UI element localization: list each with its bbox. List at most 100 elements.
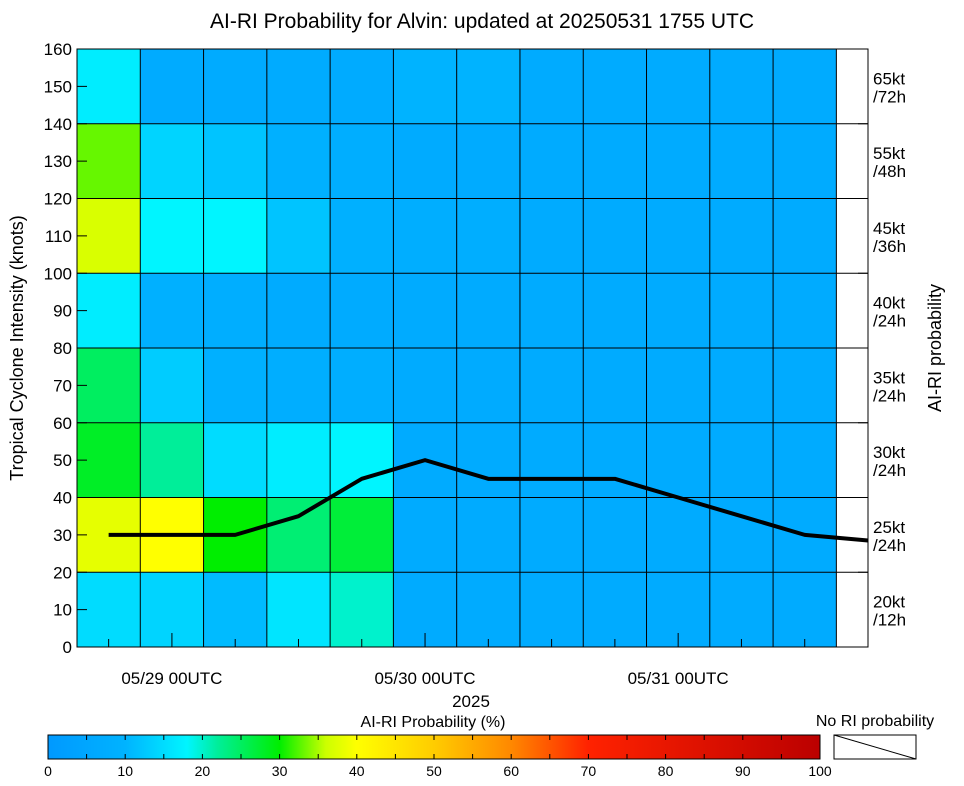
heatmap-cell	[203, 123, 267, 199]
y-tick-label: 60	[53, 414, 72, 433]
ri-threshold-kt: 30kt	[873, 443, 905, 462]
heatmap-cell	[266, 572, 331, 647]
heatmap-cell	[583, 273, 647, 348]
y-tick-label: 50	[53, 451, 72, 470]
y-axis-ticks: 0 10 20 30 40 50 60 70 80 90 100 110 120 130 140 150 160	[44, 40, 87, 657]
heatmap-cell	[393, 49, 457, 124]
heatmap-cell	[266, 49, 331, 124]
heatmap-cell	[583, 572, 647, 647]
ri-threshold-hours: /24h	[873, 312, 906, 331]
heatmap-cell	[330, 49, 394, 124]
ri-threshold-kt: 35kt	[873, 368, 905, 387]
heatmap-cell	[266, 497, 331, 573]
heatmap-cell	[646, 49, 710, 124]
heatmap-cell	[646, 422, 710, 498]
heatmap-cell	[773, 348, 837, 423]
heatmap-cell	[140, 198, 204, 274]
heatmap-cell	[646, 497, 710, 573]
chart-title: AI-RI Probability for Alvin: updated at …	[210, 10, 754, 33]
heatmap-cell	[646, 348, 710, 423]
ri-threshold-hours: /24h	[873, 536, 906, 555]
heatmap-cell	[330, 348, 394, 423]
heatmap-cell	[709, 422, 774, 498]
heatmap-cell	[266, 198, 331, 274]
heatmap-cell	[519, 273, 584, 348]
colorbar-tick-label: 90	[735, 763, 751, 779]
heatmap-cell	[77, 572, 141, 647]
heatmap-cell	[583, 198, 647, 274]
x-tick-label: 05/31 00UTC	[628, 669, 729, 688]
ri-threshold-kt: 45kt	[873, 219, 905, 238]
no-ri-swatch-hatch	[833, 734, 917, 760]
heatmap-cell	[140, 422, 204, 498]
heatmap-cell	[709, 123, 774, 199]
heatmap-cell	[519, 572, 584, 647]
heatmap-cell	[709, 198, 774, 274]
y-tick-label: 160	[44, 40, 72, 59]
heatmap-cell	[709, 273, 774, 348]
heatmap-cell	[330, 572, 394, 647]
y-tick-label: 150	[44, 77, 72, 96]
heatmap-cell	[583, 49, 647, 124]
heatmap-cell	[773, 123, 837, 199]
y-tick-label: 40	[53, 489, 72, 508]
heatmap-cell	[140, 273, 204, 348]
ri-threshold-hours: /24h	[873, 386, 906, 405]
y-tick-label: 20	[53, 563, 72, 582]
heatmap-cell	[456, 422, 520, 498]
colorbar-tick-label: 30	[272, 763, 288, 779]
heatmap-cell	[773, 198, 837, 274]
heatmap-cell	[709, 572, 774, 647]
colorbar-tick-label: 0	[44, 763, 52, 779]
heatmap-cell	[266, 273, 331, 348]
heatmap-cell	[77, 49, 141, 124]
y-tick-label: 10	[53, 601, 72, 620]
colorbar-tick-label: 80	[658, 763, 674, 779]
x-tick-label: 05/30 00UTC	[374, 669, 475, 688]
colorbar-label: AI-RI Probability (%)	[361, 714, 506, 731]
heatmap-cell	[266, 123, 331, 199]
heatmap-cell	[77, 422, 141, 498]
heatmap-cell	[330, 123, 394, 199]
ri-threshold-kt: 55kt	[873, 144, 905, 163]
y-tick-label: 80	[53, 339, 72, 358]
x-axis-ticks: 05/29 00UTC 05/30 00UTC 05/31 00UTC	[108, 633, 806, 688]
y-tick-label: 130	[44, 152, 72, 171]
heatmap-cell	[77, 348, 141, 423]
y-tick-label: 140	[44, 115, 72, 134]
colorbar-tick-label: 40	[349, 763, 365, 779]
heatmap-cell	[773, 49, 837, 124]
y-tick-label: 90	[53, 302, 72, 321]
heatmap-cell	[330, 273, 394, 348]
ri-threshold-kt: 20kt	[873, 593, 905, 612]
y-tick-label: 0	[63, 638, 72, 657]
heatmap-cell	[519, 198, 584, 274]
ri-threshold-hours: /12h	[873, 611, 906, 630]
heatmap-cell	[456, 497, 520, 573]
y-tick-label: 120	[44, 190, 72, 209]
heatmap-cell	[393, 198, 457, 274]
heatmap-cell	[393, 273, 457, 348]
heatmap-cell	[773, 572, 837, 647]
y-tick-label: 100	[44, 264, 72, 283]
heatmap-cell	[77, 198, 141, 274]
no-ri-label: No RI probability	[816, 713, 934, 730]
ri-threshold-labels: 20kt/12h25kt/24h30kt/24h35kt/24h40kt/24h…	[858, 48, 906, 630]
heatmap-cell	[519, 497, 584, 573]
heatmap-cell	[519, 348, 584, 423]
heatmap-cell	[266, 422, 331, 498]
grid-lines	[77, 49, 868, 647]
heatmap-cell	[203, 49, 267, 124]
heatmap-cell	[140, 49, 204, 124]
colorbar-ticks: 0 10 20 30 40 50 60 70 80 90 100	[44, 735, 832, 779]
heatmap-cell	[456, 273, 520, 348]
y-tick-label: 30	[53, 526, 72, 545]
year-label: 2025	[452, 692, 490, 711]
heatmap-cell	[646, 198, 710, 274]
x-tick-label: 05/29 00UTC	[121, 669, 222, 688]
ri-threshold-kt: 40kt	[873, 294, 905, 313]
colorbar-tick-label: 10	[117, 763, 133, 779]
heatmap-cell	[456, 198, 520, 274]
heatmap-cell	[583, 348, 647, 423]
